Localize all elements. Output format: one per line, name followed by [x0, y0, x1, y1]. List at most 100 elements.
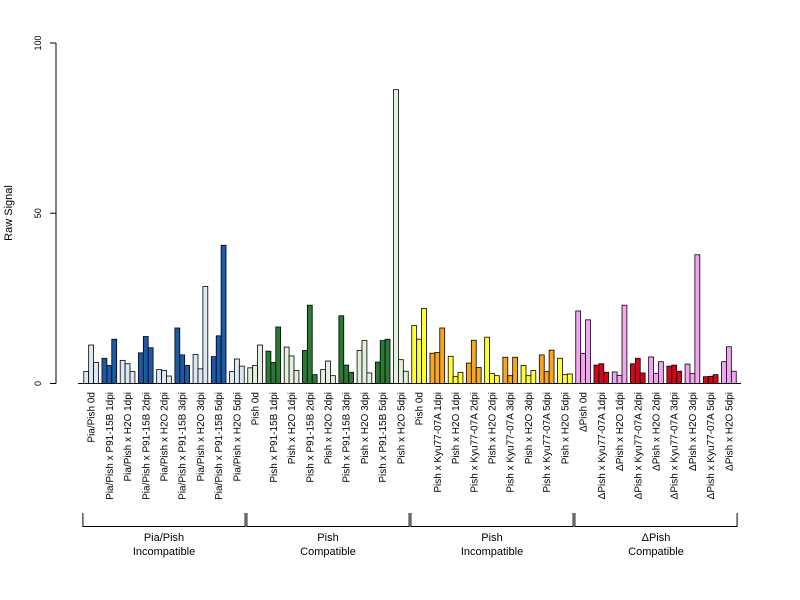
bar: [238, 365, 245, 384]
bar: [429, 352, 436, 384]
bar: [689, 373, 696, 384]
bar: [234, 358, 240, 384]
bar: [379, 340, 386, 384]
bar: [525, 375, 532, 384]
x-tick-label: Pish x H2O 1dpi: [287, 392, 298, 464]
bar: [192, 354, 199, 384]
bar: [338, 315, 345, 384]
bar: [147, 347, 154, 384]
x-tick-label: Pia/Pish x H2O 5dpi: [232, 392, 243, 482]
bar: [489, 373, 495, 384]
bar: [330, 375, 336, 384]
bar: [184, 365, 190, 384]
x-tick-label: Pia/Pish x P91-15B 1dpi: [105, 392, 116, 500]
bar: [484, 336, 490, 384]
bar: [156, 369, 162, 384]
group-label: Pish: [317, 532, 338, 544]
bar: [494, 375, 500, 384]
bar: [356, 350, 363, 384]
bar: [374, 361, 381, 384]
bar: [83, 371, 90, 384]
bar: [621, 304, 628, 384]
bar: [639, 372, 646, 384]
x-tick-label: Pish x H2O 5dpi: [396, 392, 407, 464]
y-axis: 0 50 100: [33, 35, 57, 386]
bar: [616, 374, 623, 384]
x-tick-labels: Pia/Pish 0d Pia/Pish x P91-15B 1dpi Pia/Pi…: [87, 392, 736, 500]
bar: [694, 254, 701, 384]
x-tick-label: ΔPish 0d: [579, 392, 590, 432]
x-tick-label: Pish x Kyu77-07A 3dpi: [506, 392, 517, 493]
group-bracket: [574, 513, 738, 527]
group-label: Pish: [481, 532, 502, 544]
group-sublabel: Compatible: [300, 546, 356, 558]
bar: [265, 350, 272, 384]
group-label: ΔPish: [642, 532, 671, 544]
x-tick-label: Pish x H2O 3dpi: [524, 392, 535, 464]
bar: [320, 369, 326, 384]
x-tick-label: Pish x Kyu77-07A 5dpi: [542, 392, 553, 493]
bar: [283, 346, 290, 384]
bar: [119, 359, 126, 384]
group-sublabel: Compatible: [628, 546, 684, 558]
bar: [252, 365, 258, 384]
x-tick-label: Pish x Kyu77-07A 1dpi: [433, 392, 444, 493]
group-sublabel: Incompatible: [133, 546, 195, 558]
group-sublabel: Incompatible: [461, 546, 523, 558]
bar: [129, 371, 136, 384]
bar: [507, 375, 514, 384]
x-tick-label: Pish x H2O 2dpi: [324, 392, 335, 464]
bar: [302, 350, 308, 384]
bar: [416, 338, 422, 384]
bar: [684, 363, 691, 384]
bar: [434, 352, 441, 384]
bar: [603, 371, 610, 384]
x-tick-label: Pish x Kyu77-07A 2dpi: [469, 392, 480, 493]
bar: [197, 368, 204, 384]
bar: [447, 355, 454, 384]
bar: [676, 370, 682, 384]
bar: [229, 371, 235, 384]
bar: [566, 373, 573, 384]
bar: [421, 308, 427, 384]
x-tick-label: ΔPish x H2O 2dpi: [652, 392, 663, 471]
x-tick-label: Pia/Pish x P91-15B 2dpi: [141, 392, 152, 500]
bar: [593, 364, 600, 384]
bar: [325, 360, 331, 384]
bar: [585, 319, 591, 384]
bar: [138, 352, 144, 384]
x-tick-label: ΔPish x H2O 1dpi: [615, 392, 626, 471]
bar: [520, 365, 527, 384]
y-tick-label: 100: [33, 35, 43, 50]
x-tick-label: Pish x H2O 1dpi: [451, 392, 462, 464]
bar: [411, 325, 418, 384]
bar: [101, 357, 108, 384]
bar: [220, 244, 227, 384]
x-tick-label: Pish 0d: [251, 392, 262, 425]
bar: [457, 371, 464, 384]
x-tick-label: ΔPish x H2O 5dpi: [724, 392, 735, 471]
x-tick-label: ΔPish x H2O 3dpi: [688, 392, 699, 471]
x-tick-label: Pia/Pish x H2O 3dpi: [196, 392, 207, 482]
group-bracket: [246, 513, 410, 527]
bar: [726, 346, 732, 384]
bar: [161, 370, 167, 384]
group-brackets: Pia/Pish Incompatible Pish Compatible Pish In…: [82, 513, 738, 558]
bar: [166, 375, 172, 384]
bar: [393, 89, 399, 384]
x-tick-label: Pish x H2O 2dpi: [488, 392, 499, 464]
bar: [343, 364, 350, 384]
bar: [174, 327, 181, 384]
bar: [653, 372, 659, 384]
bar: [648, 356, 654, 384]
bar: [93, 361, 99, 384]
bar: [366, 372, 373, 384]
bar: [142, 336, 149, 384]
bar: [311, 374, 318, 384]
group-bracket: [82, 513, 246, 527]
bar: [580, 353, 586, 384]
x-tick-label: ΔPish x Kyu77-07A 5dpi: [706, 392, 717, 499]
bar: [288, 355, 295, 384]
x-tick-label: ΔPish x Kyu77-07A 2dpi: [633, 392, 644, 499]
x-tick-label: Pia/Pish 0d: [87, 392, 98, 443]
